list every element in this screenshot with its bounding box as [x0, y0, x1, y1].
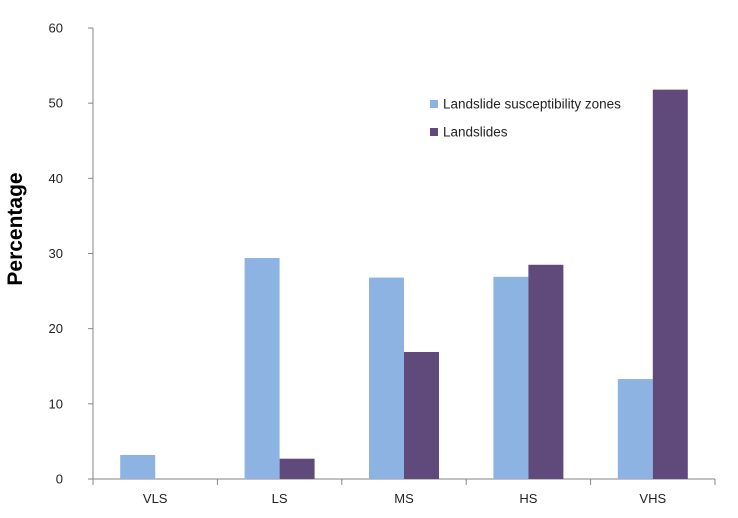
bar-landslides — [279, 458, 315, 479]
legend-label: Landslides — [443, 125, 508, 140]
y-tick-label: 0 — [56, 472, 63, 487]
legend: Landslide susceptibility zones Landslides — [430, 97, 621, 140]
bar-landslides — [404, 351, 439, 479]
bars — [120, 89, 688, 480]
bar-landslides — [652, 89, 688, 480]
x-axis-ticks: VLS LS MS HS VHS — [92, 479, 716, 506]
y-axis-ticks: 0 10 20 30 40 50 60 — [49, 21, 93, 487]
bar-susceptibility-zones — [244, 258, 280, 479]
legend-swatch — [430, 128, 438, 136]
legend-label: Landslide susceptibility zones — [443, 97, 621, 112]
x-tick-label: LS — [272, 491, 288, 506]
x-tick-label: HS — [519, 491, 537, 506]
bar-susceptibility-zones — [493, 276, 529, 479]
x-tick-label: MS — [394, 491, 414, 506]
bar-susceptibility-zones — [617, 379, 653, 479]
y-tick-label: 30 — [49, 246, 63, 261]
x-tick-label: VLS — [143, 491, 168, 506]
x-tick-label: VHS — [639, 491, 666, 506]
bar-susceptibility-zones — [120, 454, 156, 479]
bar-susceptibility-zones — [369, 277, 404, 479]
y-tick-label: 10 — [49, 396, 63, 411]
y-tick-label: 50 — [49, 96, 63, 111]
bar-landslides — [528, 264, 564, 479]
legend-swatch — [430, 100, 438, 108]
y-tick-label: 60 — [49, 21, 63, 36]
y-tick-label: 20 — [49, 321, 63, 336]
y-tick-label: 40 — [49, 171, 63, 186]
y-axis-title: Percentage — [4, 172, 27, 285]
